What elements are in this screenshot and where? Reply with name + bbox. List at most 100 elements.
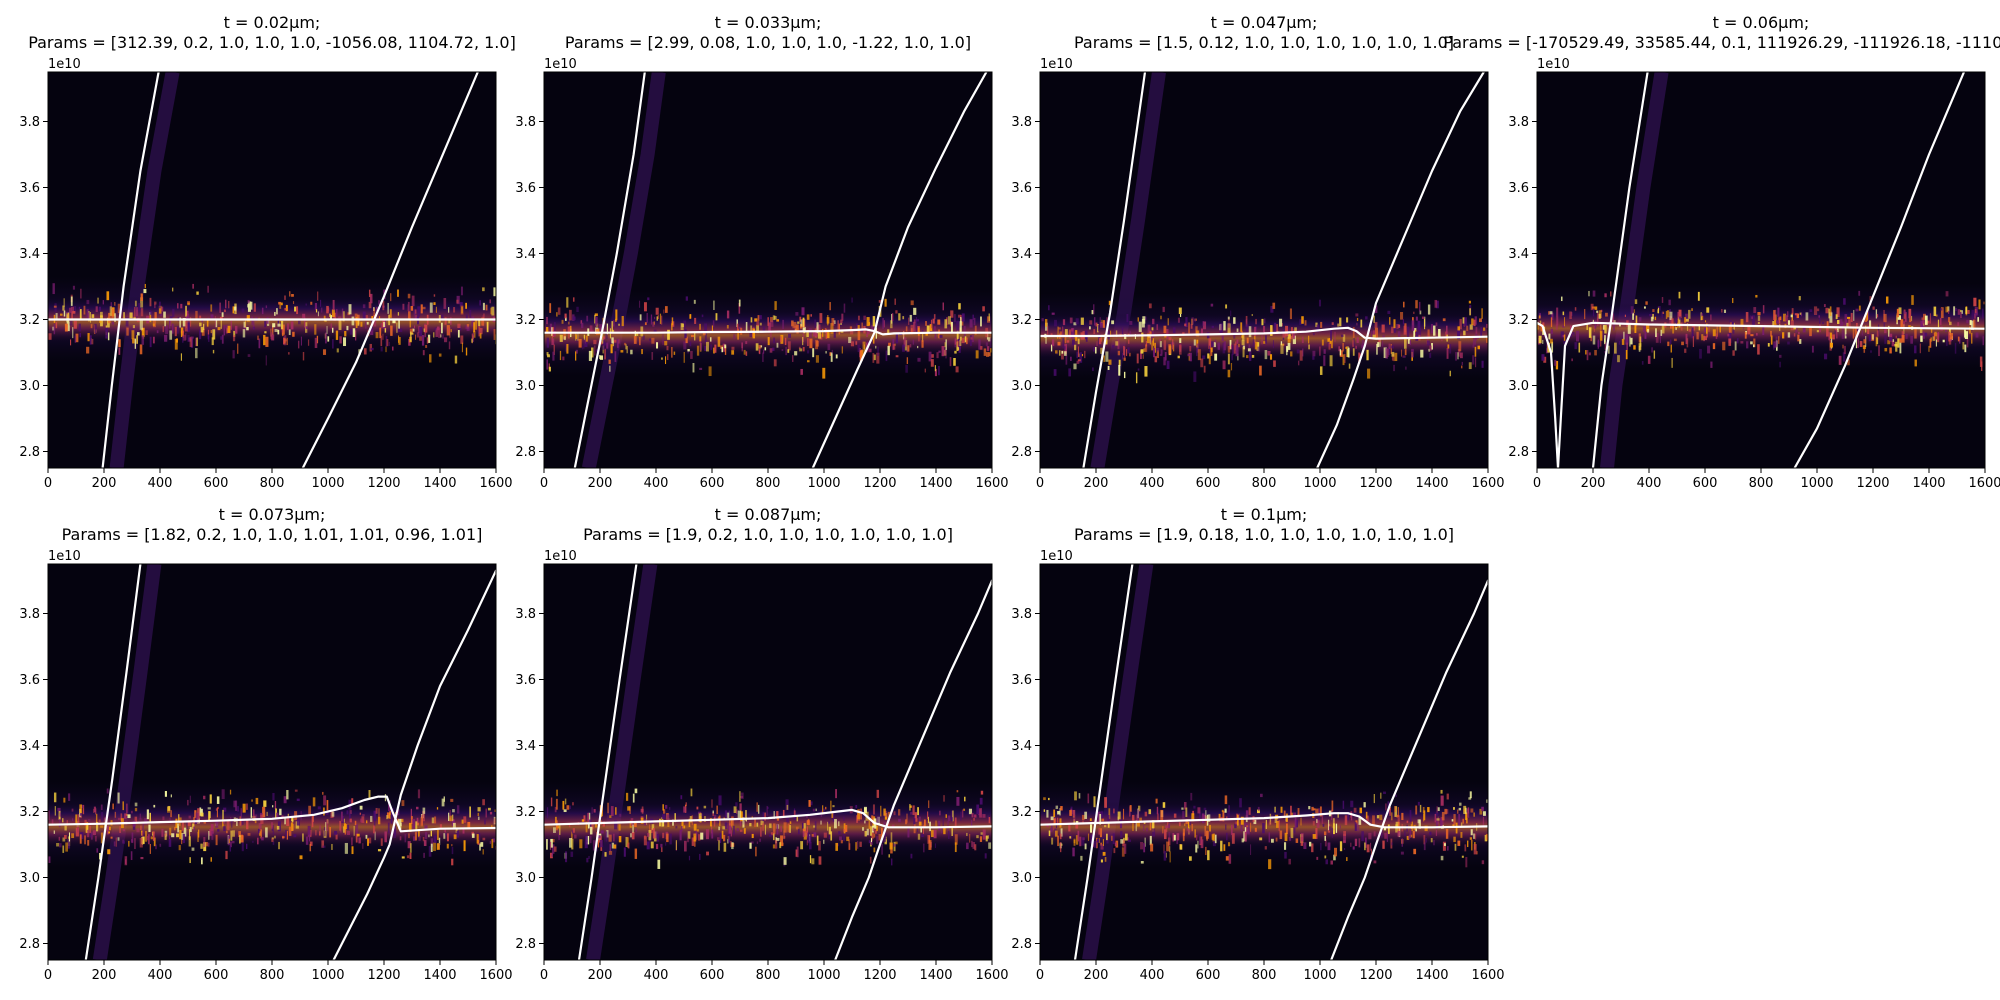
- x-tick-label: 600: [1693, 476, 1718, 491]
- x-tick-label: 1000: [311, 968, 344, 983]
- y-offset-label: 1e10: [1040, 57, 1073, 72]
- y-tick-label: 3.0: [1508, 379, 1529, 394]
- x-tick-label: 0: [1533, 476, 1541, 491]
- x-tick-label: 1200: [367, 476, 400, 491]
- curve-2: [1316, 72, 1485, 468]
- y-tick-label: 3.2: [19, 313, 40, 328]
- x-tick-label: 1000: [807, 476, 840, 491]
- x-tick-label: 1000: [807, 968, 840, 983]
- x-tick-label: 1400: [1415, 476, 1448, 491]
- heatmap-speckles: [546, 788, 992, 869]
- x-tick-label: 400: [148, 476, 173, 491]
- x-tick-label: 400: [644, 476, 669, 491]
- y-tick-label: 2.8: [1011, 445, 1032, 460]
- panel-title-line1: t = 0.033μm;: [715, 13, 822, 32]
- y-tick-label: 3.8: [515, 115, 536, 130]
- x-tick-label: 1400: [919, 476, 952, 491]
- y-tick-label: 3.8: [19, 607, 40, 622]
- y-tick-label: 3.8: [515, 607, 536, 622]
- y-tick-label: 3.2: [515, 805, 536, 820]
- curve-2: [1793, 72, 1966, 468]
- curve-1: [573, 72, 646, 468]
- y-tick-label: 2.8: [515, 445, 536, 460]
- curve-1: [577, 564, 638, 960]
- x-tick-label: 600: [1196, 476, 1221, 491]
- panel-2: 0 200 400 600 800 1000 1200 1400 1600 2.8 3.0 3.2 3.…: [515, 13, 1008, 491]
- y-tick-label: 3.6: [515, 673, 536, 688]
- x-tick-label: 1600: [1471, 968, 1504, 983]
- x-tick-label: 0: [540, 476, 548, 491]
- x-tick-label: 1400: [423, 476, 456, 491]
- panel-title-line1: t = 0.1μm;: [1221, 505, 1307, 524]
- x-tick-label: 800: [756, 476, 781, 491]
- x-tick-label: 1000: [311, 476, 344, 491]
- panel-1: 0 200 400 600 800 1000 1200 1400 1600 2.8 3.0 3.2 3.…: [19, 13, 516, 491]
- heatmap-speckles: [1537, 290, 1985, 371]
- x-tick-label: 1600: [1968, 476, 2000, 491]
- x-tick-label: 1000: [1303, 968, 1336, 983]
- y-tick-label: 3.4: [19, 247, 40, 262]
- x-tick-label: 200: [92, 476, 117, 491]
- curve-3: [544, 328, 992, 336]
- x-tick-label: 1200: [863, 968, 896, 983]
- x-tick-label: 200: [92, 968, 117, 983]
- curve-1: [1073, 564, 1134, 960]
- x-tick-label: 1000: [1800, 476, 1833, 491]
- heatmap-background: [48, 72, 496, 468]
- heatmap-background: [1537, 72, 1985, 468]
- x-tick-label: 1000: [1303, 476, 1336, 491]
- y-offset-label: 1e10: [48, 549, 81, 564]
- x-tick-label: 400: [644, 968, 669, 983]
- heatmap-streak: [1090, 72, 1166, 468]
- x-tick-label: 1400: [1415, 968, 1448, 983]
- panel-title-line2: Params = [2.99, 0.08, 1.0, 1.0, 1.0, -1.…: [565, 33, 971, 52]
- heatmap-area: [1040, 564, 1488, 960]
- panels-root: 0 200 400 600 800 1000 1200 1400 1600 2.8 3.0 3.2 3.…: [19, 13, 2000, 983]
- x-tick-label: 1400: [423, 968, 456, 983]
- curve-3: [544, 808, 992, 829]
- panel-4: 0 200 400 600 800 1000 1200 1400 1600 2.8 3.0 3.2 3.…: [1443, 13, 2000, 491]
- y-tick-label: 3.4: [1011, 739, 1032, 754]
- heatmap-background: [48, 564, 496, 960]
- y-tick-label: 3.6: [1508, 181, 1529, 196]
- x-tick-label: 600: [700, 476, 725, 491]
- y-tick-label: 3.6: [1011, 181, 1032, 196]
- curve-1: [84, 564, 142, 960]
- heatmap-speckles: [1041, 299, 1488, 384]
- panel-title-line2: Params = [1.9, 0.2, 1.0, 1.0, 1.0, 1.0, …: [583, 525, 953, 544]
- y-offset-label: 1e10: [1537, 57, 1570, 72]
- x-tick-label: 1400: [1912, 476, 1945, 491]
- x-tick-label: 0: [1036, 476, 1044, 491]
- x-tick-label: 200: [1581, 476, 1606, 491]
- y-tick-label: 2.8: [19, 937, 40, 952]
- curve-2: [1330, 579, 1488, 960]
- heatmap-area: [48, 72, 496, 468]
- y-tick-label: 3.2: [1011, 313, 1032, 328]
- panel-title-line1: t = 0.06μm;: [1713, 13, 1810, 32]
- x-tick-label: 1200: [1359, 968, 1392, 983]
- x-tick-label: 600: [1196, 968, 1221, 983]
- y-tick-label: 3.6: [515, 181, 536, 196]
- y-tick-label: 3.4: [515, 739, 536, 754]
- y-tick-label: 2.8: [19, 445, 40, 460]
- x-tick-label: 1200: [1856, 476, 1889, 491]
- x-tick-label: 1400: [919, 968, 952, 983]
- x-tick-label: 200: [1084, 476, 1109, 491]
- panel-7: 0 200 400 600 800 1000 1200 1400 1600 2.8 3.0 3.2 3.…: [1011, 505, 1504, 983]
- curve-1: [1591, 72, 1649, 468]
- panel-title-line2: Params = [312.39, 0.2, 1.0, 1.0, 1.0, -1…: [28, 33, 516, 52]
- heatmap-background: [1040, 564, 1488, 960]
- y-tick-label: 3.6: [1011, 673, 1032, 688]
- heatmap-streak: [586, 564, 658, 960]
- heatmap-area: [48, 564, 496, 960]
- curve-3: [1040, 812, 1488, 829]
- y-tick-label: 2.8: [1011, 937, 1032, 952]
- panel-title-line2: Params = [-170529.49, 33585.44, 0.1, 111…: [1443, 33, 2000, 52]
- panel-title-line1: t = 0.047μm;: [1211, 13, 1318, 32]
- y-tick-label: 3.2: [1508, 313, 1529, 328]
- panel-5: 0 200 400 600 800 1000 1200 1400 1600 2.8 3.0 3.2 3.…: [19, 505, 512, 983]
- x-tick-label: 1200: [367, 968, 400, 983]
- panel-title-line2: Params = [1.5, 0.12, 1.0, 1.0, 1.0, 1.0,…: [1074, 33, 1454, 52]
- x-tick-label: 0: [1036, 968, 1044, 983]
